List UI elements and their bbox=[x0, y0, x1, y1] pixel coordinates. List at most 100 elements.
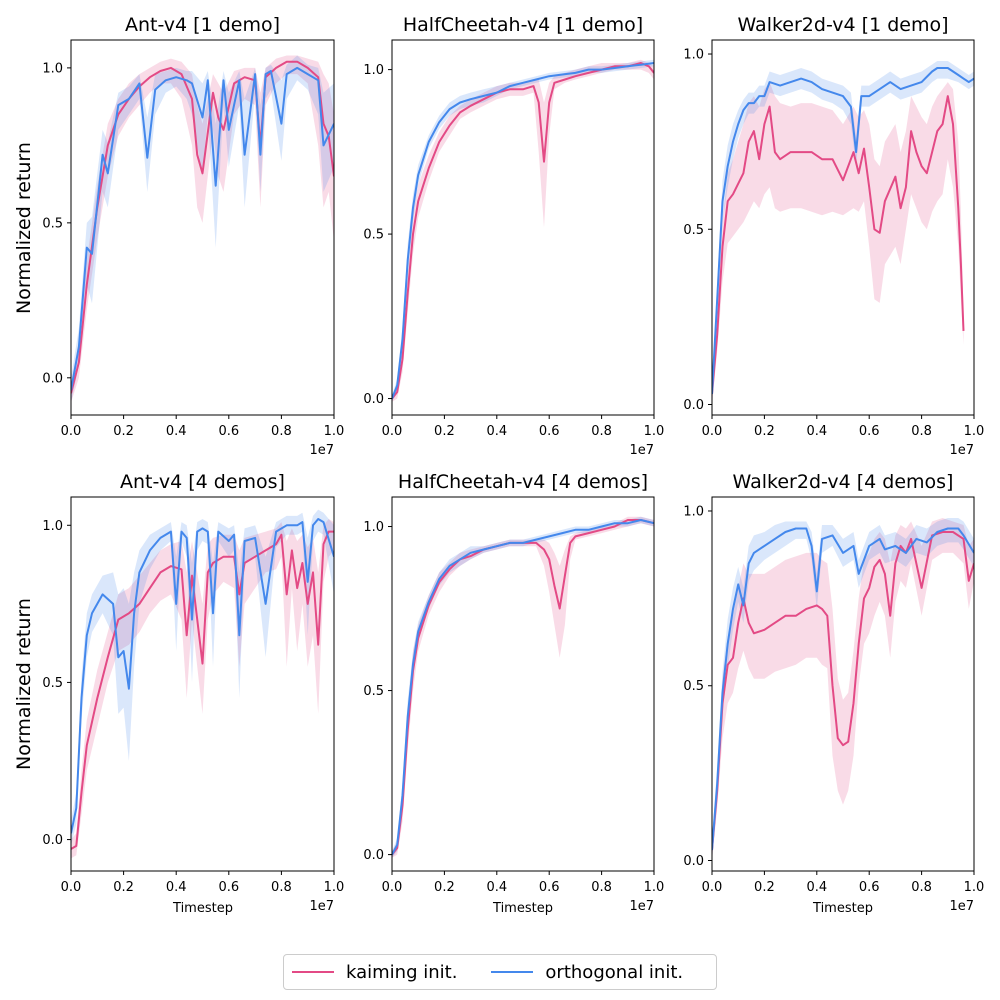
x-tick-label: 1.0 bbox=[964, 424, 985, 439]
x-tick-label: 0.8 bbox=[271, 880, 292, 895]
y-tick-label: 1.0 bbox=[42, 519, 63, 534]
subplot-title: Ant-v4 [4 demos] bbox=[120, 471, 285, 493]
series-line-orthogonal bbox=[71, 518, 334, 834]
confidence-band-orthogonal bbox=[392, 59, 654, 402]
subplot-title: Walker2d-v4 [4 demos] bbox=[733, 471, 954, 493]
legend-swatch-orthogonal bbox=[491, 971, 534, 973]
x-tick-label: 0.2 bbox=[754, 424, 775, 439]
x-tick-label: 0.0 bbox=[702, 424, 723, 439]
series-line-kaiming bbox=[392, 519, 654, 856]
legend-entry-kaiming: kaiming init. bbox=[284, 962, 457, 983]
confidence-band-kaiming bbox=[392, 516, 654, 858]
subplot-title: HalfCheetah-v4 [1 demo] bbox=[403, 14, 643, 36]
x-tick-label: 0.8 bbox=[911, 424, 932, 439]
x-tick-label: 0.6 bbox=[218, 880, 239, 895]
x-tick-label: 0.4 bbox=[166, 424, 187, 439]
xlabel-col-3: Timestep bbox=[812, 901, 873, 916]
x-tick-label: 0.0 bbox=[382, 424, 403, 439]
subplot-1: 0.0 0.2 0.4 0.6 0.8 1.0 0.0 0.5 1.0 Ant-v4 [1 dem… bbox=[42, 14, 344, 439]
ylabel-row-1: Normalized return bbox=[13, 142, 35, 314]
x-scale-label: 1e7 bbox=[629, 443, 654, 458]
series-line-kaiming bbox=[712, 95, 965, 395]
y-tick-label: 0.5 bbox=[42, 216, 63, 231]
series-line-kaiming bbox=[712, 531, 974, 851]
plot-data bbox=[71, 509, 334, 859]
x-scale-label: 1e7 bbox=[309, 443, 334, 458]
axes-frame bbox=[70, 39, 335, 416]
confidence-band-orthogonal bbox=[712, 518, 974, 861]
axes-frame bbox=[391, 39, 655, 416]
x-tick-label: 0.0 bbox=[702, 880, 723, 895]
x-tick-label: 0.8 bbox=[591, 880, 612, 895]
plot-data bbox=[392, 59, 654, 402]
confidence-band-kaiming bbox=[71, 519, 334, 859]
x-tick-label: 0.6 bbox=[859, 880, 880, 895]
y-tick-label: 1.0 bbox=[683, 48, 704, 63]
x-tick-label: 0.6 bbox=[539, 880, 560, 895]
x-tick-label: 0.0 bbox=[61, 424, 82, 439]
legend-entry-orthogonal: orthogonal init. bbox=[483, 962, 683, 983]
y-tick-label: 0.5 bbox=[363, 684, 384, 699]
y-tick-label: 1.0 bbox=[363, 63, 384, 78]
axes-frame bbox=[70, 496, 335, 872]
confidence-band-orthogonal bbox=[392, 516, 654, 858]
axes-frame bbox=[391, 496, 655, 872]
xlabel-col-1: Timestep bbox=[172, 901, 233, 916]
y-tick-label: 0.0 bbox=[363, 392, 384, 407]
y-tick-label: 0.0 bbox=[683, 398, 704, 413]
series-line-orthogonal bbox=[392, 62, 654, 399]
series-line-kaiming bbox=[71, 60, 334, 394]
series-line-kaiming bbox=[392, 62, 654, 400]
subplot-2: 0.0 0.2 0.4 0.6 0.8 1.0 0.0 0.5 1.0 HalfCheetah-v… bbox=[363, 14, 664, 439]
y-tick-label: 0.5 bbox=[363, 228, 384, 243]
x-tick-label: 0.6 bbox=[539, 424, 560, 439]
ylabel-row-2: Normalized return bbox=[13, 598, 35, 770]
subplot-5: 0.0 0.2 0.4 0.6 0.8 1.0 0.0 0.5 1.0 HalfCheetah-v… bbox=[363, 471, 664, 895]
series-line-orthogonal bbox=[71, 66, 334, 391]
x-scale-label: 1e7 bbox=[949, 899, 974, 914]
x-tick-label: 0.0 bbox=[61, 880, 82, 895]
axes-frame bbox=[711, 496, 975, 872]
subplot-3: 0.0 0.2 0.4 0.6 0.8 1.0 0.0 0.5 1.0 Walker2d-v4 [… bbox=[683, 14, 984, 439]
x-tick-label: 0.2 bbox=[754, 880, 775, 895]
x-tick-label: 0.4 bbox=[806, 880, 827, 895]
series-line-orthogonal bbox=[712, 67, 974, 395]
x-tick-label: 0.2 bbox=[113, 424, 134, 439]
x-scale-label: 1e7 bbox=[949, 443, 974, 458]
y-tick-label: 0.5 bbox=[42, 676, 63, 691]
x-tick-label: 0.8 bbox=[271, 424, 292, 439]
x-tick-label: 0.8 bbox=[911, 880, 932, 895]
x-tick-label: 0.4 bbox=[486, 424, 507, 439]
confidence-band-kaiming bbox=[712, 82, 964, 405]
y-tick-label: 0.0 bbox=[363, 848, 384, 863]
x-tick-label: 1.0 bbox=[644, 424, 665, 439]
series-line-kaiming bbox=[71, 530, 334, 850]
series-line-orthogonal bbox=[712, 527, 974, 851]
plot-data bbox=[712, 518, 974, 861]
plot-data bbox=[712, 61, 974, 405]
subplot-4: 0.0 0.2 0.4 0.6 0.8 1.0 0.0 0.5 1.0 Ant-v4 [4 dem… bbox=[42, 471, 344, 895]
xlabel-col-2: Timestep bbox=[492, 901, 553, 916]
x-tick-label: 0.2 bbox=[113, 880, 134, 895]
x-tick-label: 1.0 bbox=[324, 424, 345, 439]
x-tick-label: 0.4 bbox=[486, 880, 507, 895]
x-tick-label: 1.0 bbox=[964, 880, 985, 895]
subplot-title: Ant-v4 [1 demo] bbox=[125, 14, 280, 36]
x-tick-label: 0.6 bbox=[218, 424, 239, 439]
subplot-title: HalfCheetah-v4 [4 demos] bbox=[398, 471, 648, 493]
series-line-orthogonal bbox=[392, 519, 654, 856]
y-tick-label: 0.5 bbox=[683, 679, 704, 694]
confidence-band-orthogonal bbox=[71, 55, 334, 403]
plot-data bbox=[71, 55, 334, 403]
subplot-title: Walker2d-v4 [1 demo] bbox=[737, 14, 948, 36]
x-scale-label: 1e7 bbox=[309, 899, 334, 914]
x-tick-label: 0.4 bbox=[806, 424, 827, 439]
y-tick-label: 1.0 bbox=[683, 504, 704, 519]
legend: kaiming init. orthogonal init. bbox=[283, 954, 717, 990]
confidence-band-kaiming bbox=[712, 518, 974, 861]
legend-label-orthogonal: orthogonal init. bbox=[545, 961, 684, 983]
y-tick-label: 0.0 bbox=[683, 854, 704, 869]
confidence-band-kaiming bbox=[392, 59, 654, 402]
x-tick-label: 0.8 bbox=[591, 424, 612, 439]
